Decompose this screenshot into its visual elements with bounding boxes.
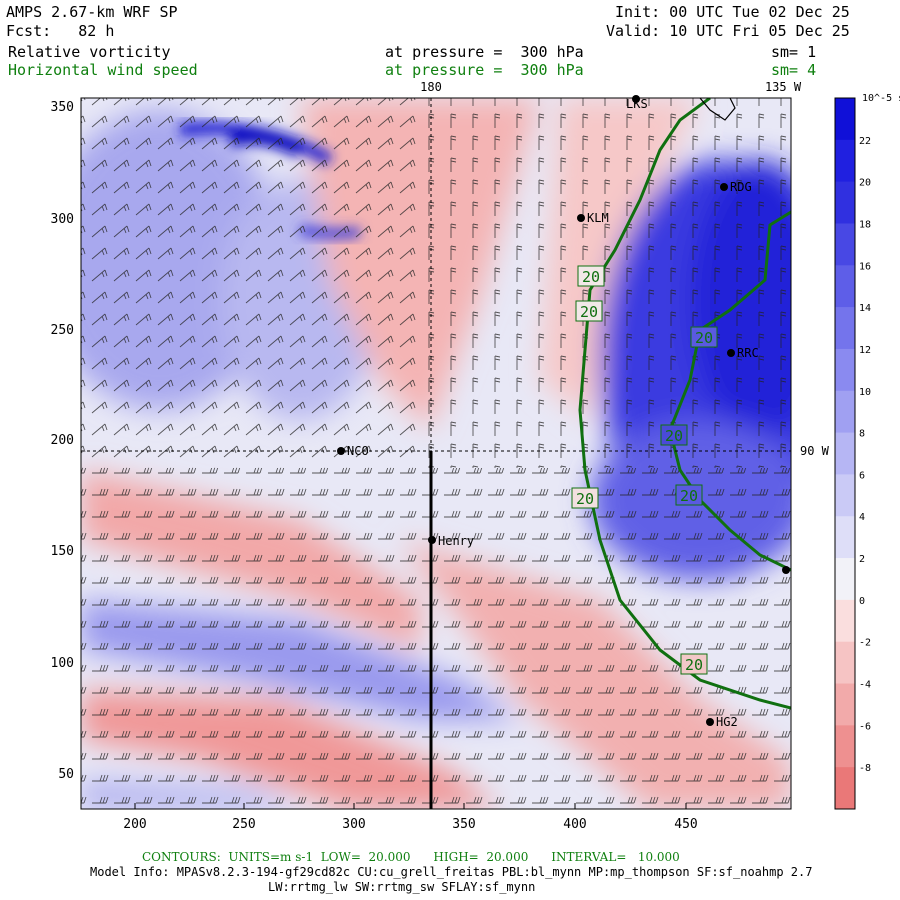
station-marker [720,183,728,191]
y-tick-label: 300 [51,212,74,227]
colorbar-swatch [835,432,855,475]
contours-info: CONTOURS: UNITS=m s-1 LOW= 20.000 HIGH= … [142,850,680,864]
colorbar-swatch [835,139,855,183]
y-tick-label: 250 [51,323,74,338]
x-tick-label: 400 [563,817,586,832]
contour-label: 20 [580,303,598,321]
colorbar-tick-label: 14 [859,303,871,314]
colorbar-tick-label: -8 [859,763,871,774]
field1-smoothing: sm= 1 [771,43,817,61]
model-info-physics: LW:rrtmg_lw SW:rrtmg_sw SFLAY:sf_mynn [268,880,536,894]
valid-time: Valid: 10 UTC Fri 05 Dec 25 [606,22,850,40]
field1-level: at pressure = 300 hPa [385,43,584,61]
y-tick-label: 200 [51,433,74,448]
colorbar-tick-label: 10 [859,387,871,398]
station-label: LKS [626,97,648,111]
x-tick-label: 250 [232,817,255,832]
colorbar-swatch [835,767,855,810]
plot-frame [80,97,792,810]
contour-label: 20 [665,427,683,445]
station-label: RRC [737,346,759,360]
colorbar-tick-label: 8 [859,429,865,440]
station-marker [337,447,345,455]
x-tick-label: 200 [123,817,146,832]
colorbar-swatch [835,265,855,308]
colorbar-swatch [835,558,855,601]
station-marker [706,718,714,726]
x-tick-label: 350 [452,817,475,832]
x-axis: 200 250 300 350 400 450 [123,803,698,832]
y-tick-label: 50 [58,767,74,782]
colorbar-swatch [835,390,855,434]
colorbar-tick-label: -4 [859,680,871,691]
contour-label: 20 [582,268,600,286]
meridian-180-label: 180 [420,80,442,94]
colorbar-tick-label: -6 [859,721,871,732]
colorbar-swatch [835,98,855,141]
colorbar-swatch [835,223,855,266]
station-marker [577,214,585,222]
contour-label: 20 [685,656,703,674]
init-time: Init: 00 UTC Tue 02 Dec 25 [615,3,850,21]
forecast-hour: Fcst: 82 h [6,22,115,40]
colorbar-tick-label: 0 [859,596,865,607]
y-tick-label: 350 [51,100,74,115]
colorbar-tick-label: 6 [859,470,865,481]
station-marker [428,536,436,544]
coastline [699,98,736,121]
colorbar-swatch [835,725,855,768]
station-marker [727,349,735,357]
wind-contour-east [668,210,791,572]
colorbar-tick-label: 22 [859,136,871,147]
title: AMPS 2.67-km WRF SP [6,3,178,21]
field2-level: at pressure = 300 hPa [385,61,584,79]
colorbar-swatch [835,683,855,726]
colorbar-swatch [835,474,855,517]
colorbar-unit: 10^-5 s^-1 [862,93,900,104]
x-tick-label: 300 [342,817,365,832]
contour-label: 20 [576,490,594,508]
station-label: Henry [438,534,474,548]
stations: NCO Henry KLM RDG RRC HG2 LKS [337,95,790,729]
model-info: Model Info: MPASv8.2.3-194-gf29cd82c CU:… [90,865,813,879]
y-axis: 350 300 250 200 150 100 50 [51,100,74,782]
field1-name: Relative vorticity [8,43,171,61]
colorbar-tick-label: 2 [859,554,865,565]
colorbar-tick-label: 18 [859,219,871,230]
y-tick-label: 150 [51,544,74,559]
station-label: RDG [730,180,752,194]
colorbar-tick-label: 20 [859,178,871,189]
contour-labels: 20 20 20 20 20 20 20 [571,265,718,675]
colorbar-swatch [835,348,855,392]
colorbar-tick-label: -2 [859,638,871,649]
colorbar-swatch [835,307,855,350]
station-label: NCO [347,444,369,458]
station-label: HG2 [716,715,738,729]
vorticity-field [81,98,791,809]
y-tick-label: 100 [51,656,74,671]
colorbar-swatch [835,641,855,685]
meridian-135w-label: 135 W [765,80,802,94]
colorbar-swatch [835,181,855,224]
colorbar-swatch [835,599,855,643]
field2-name: Horizontal wind speed [8,61,198,79]
colorbar-frame [834,97,856,810]
station-marker [632,95,640,103]
colorbar-tick-label: 16 [859,261,871,272]
x-tick-label: 450 [674,817,697,832]
meridian-90w-label: 90 W [800,444,830,458]
station-label: KLM [587,211,609,225]
station-marker [782,566,790,574]
contour-label: 20 [695,329,713,347]
colorbar-tick-label: 12 [859,345,871,356]
colorbar-swatch [835,516,855,559]
field2-smoothing: sm= 4 [771,61,817,79]
contour-label: 20 [680,487,698,505]
colorbar-tick-label: 4 [859,512,865,523]
